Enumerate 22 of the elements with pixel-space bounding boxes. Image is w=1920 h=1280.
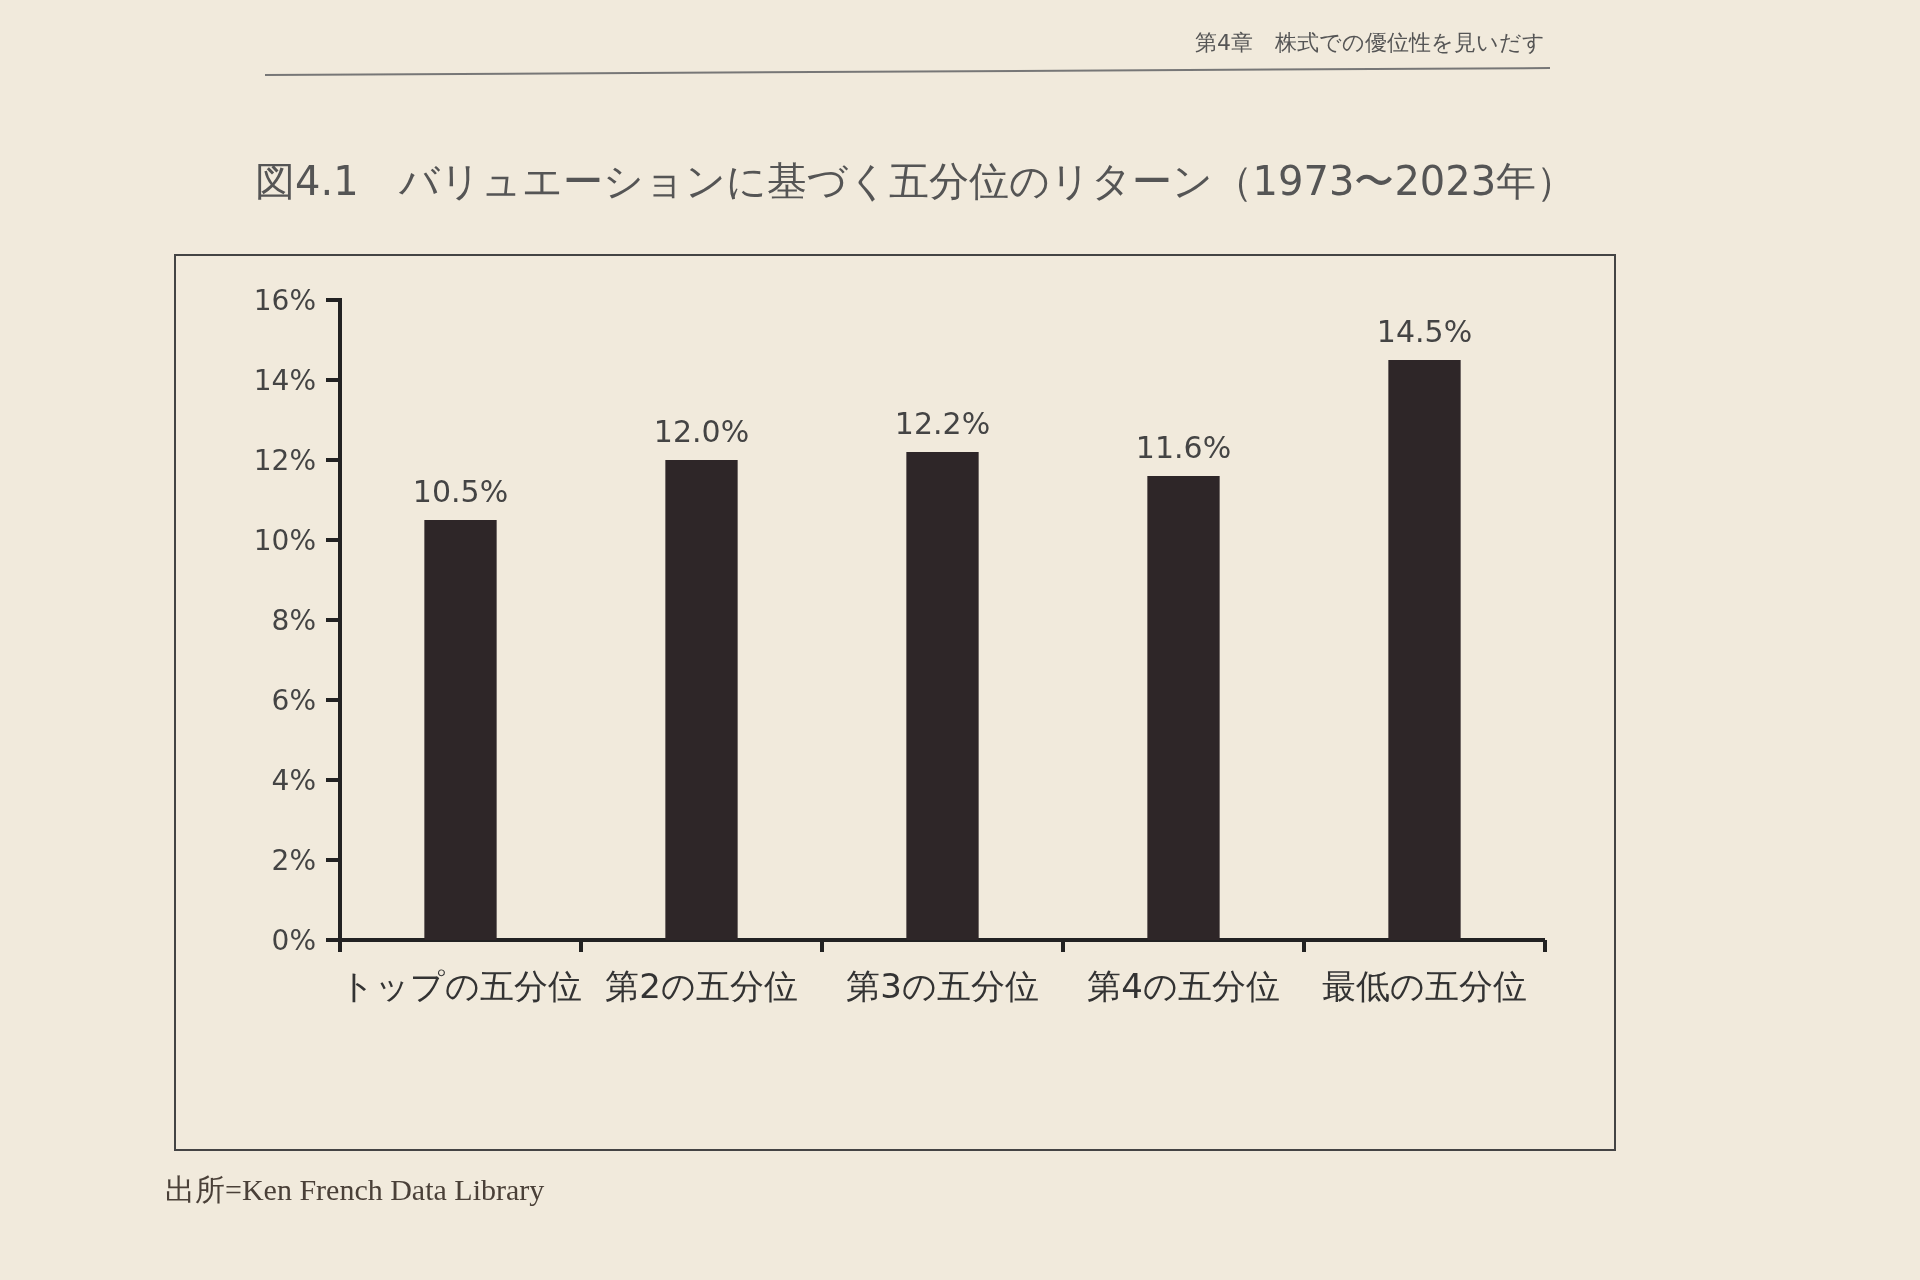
y-tick-label: 4% [271, 763, 316, 797]
data-label: 12.2% [894, 406, 991, 441]
x-tick-label: 最低の五分位 [1322, 966, 1527, 1006]
data-label: 11.6% [1135, 430, 1232, 465]
text: 第4章 株式での優位性を見いだす [1195, 30, 1545, 55]
y-tick-label: 0% [271, 923, 316, 957]
x-tick-label: 第3の五分位 [846, 966, 1039, 1006]
y-tick-label: 6% [271, 683, 316, 717]
x-tick-label: 第2の五分位 [605, 966, 798, 1006]
data-label: 14.5% [1376, 314, 1473, 349]
y-tick-label: 2% [271, 843, 316, 877]
x-tick-label: 第4の五分位 [1087, 966, 1280, 1006]
x-tick-label: トップの五分位 [339, 966, 582, 1006]
y-tick-label: 8% [271, 603, 316, 637]
y-tick-label: 14% [253, 363, 316, 397]
y-tick-label: 10% [253, 523, 316, 557]
text: 出所=Ken French Data Library [165, 1173, 545, 1206]
y-tick-label: 12% [253, 443, 316, 477]
y-tick-label: 16% [253, 283, 316, 317]
data-label: 12.0% [653, 414, 750, 449]
data-label: 10.5% [412, 474, 509, 509]
chart-title: 図4.1 バリュエーションに基づく五分位のリターン（1973〜2023年） [255, 158, 1577, 204]
